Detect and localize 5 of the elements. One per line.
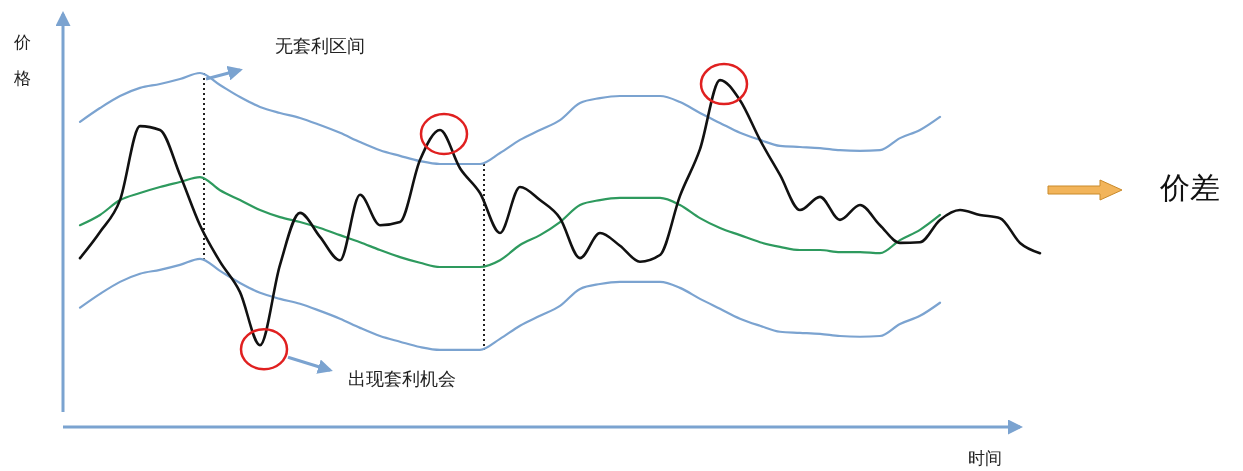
y-axis-title: 价格 <box>12 32 31 88</box>
text: 价差 <box>1159 170 1220 205</box>
text: 无套利区间 <box>275 35 365 56</box>
annotation: 出现套利机会 <box>348 368 456 390</box>
x-axis-title: 时间 <box>968 448 1002 468</box>
